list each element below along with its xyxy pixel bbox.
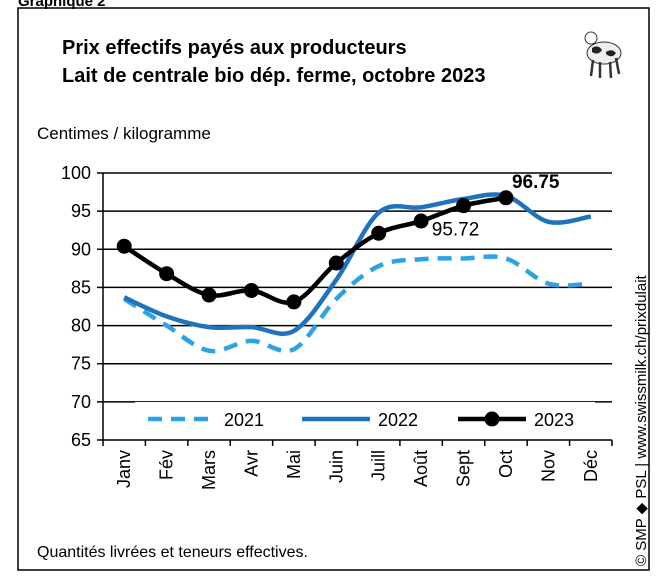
legend-label: 2023 [534, 410, 574, 430]
y-tick-label: 90 [71, 239, 91, 259]
series-marker [413, 213, 429, 229]
series-marker [201, 287, 217, 303]
legend-label: 2022 [378, 410, 418, 430]
chart-label: Graphique 2 [18, 0, 106, 10]
y-tick-label: 95 [71, 201, 91, 221]
series-line [122, 195, 507, 306]
x-tick-label: Août [411, 450, 431, 487]
data-label: 96.75 [512, 172, 560, 193]
y-tick-label: 80 [71, 316, 91, 336]
series-marker [328, 255, 344, 271]
chart-subtitle: Lait de centrale bio dép. ferme, octobre… [62, 65, 485, 87]
data-label: 95.72 [432, 220, 480, 241]
series-marker [159, 266, 175, 282]
x-tick-label: Juill [369, 450, 389, 481]
y-tick-label: 85 [71, 277, 91, 297]
y-tick-label: 75 [71, 354, 91, 374]
series-line [123, 254, 591, 354]
footnote: Quantités livrées et teneurs effectives. [37, 544, 308, 561]
frame [17, 7, 650, 571]
x-tick-label: Janv [114, 450, 134, 488]
y-axis-label: Centimes / kilogramme [37, 124, 211, 143]
x-tick-label: Nov [538, 450, 558, 482]
x-tick-label: Fév [157, 450, 177, 480]
x-tick-label: Sept [454, 450, 474, 487]
y-tick-label: 70 [71, 392, 91, 412]
series-marker [371, 225, 387, 241]
x-tick-label: Mars [199, 450, 219, 490]
legend-marker [484, 411, 500, 427]
series-marker [498, 190, 514, 206]
x-tick-label: Oct [496, 450, 516, 478]
series-marker [286, 294, 302, 310]
source: © SMP ◆ PSL | www.swissmilk.ch/prixdulai… [633, 274, 650, 566]
series-marker [243, 282, 259, 298]
x-tick-label: Juin [326, 450, 346, 483]
series-marker [456, 198, 472, 214]
y-tick-label: 65 [71, 430, 91, 450]
x-tick-label: Déc [581, 450, 601, 482]
series-marker [116, 238, 132, 254]
x-tick-label: Mai [284, 450, 304, 479]
chart-title: Prix effectifs payés aux producteurs [62, 37, 407, 59]
y-tick-label: 100 [61, 163, 91, 183]
cow-icon [584, 31, 622, 79]
x-tick-label: Avr [241, 450, 261, 477]
legend-label: 2021 [224, 410, 264, 430]
